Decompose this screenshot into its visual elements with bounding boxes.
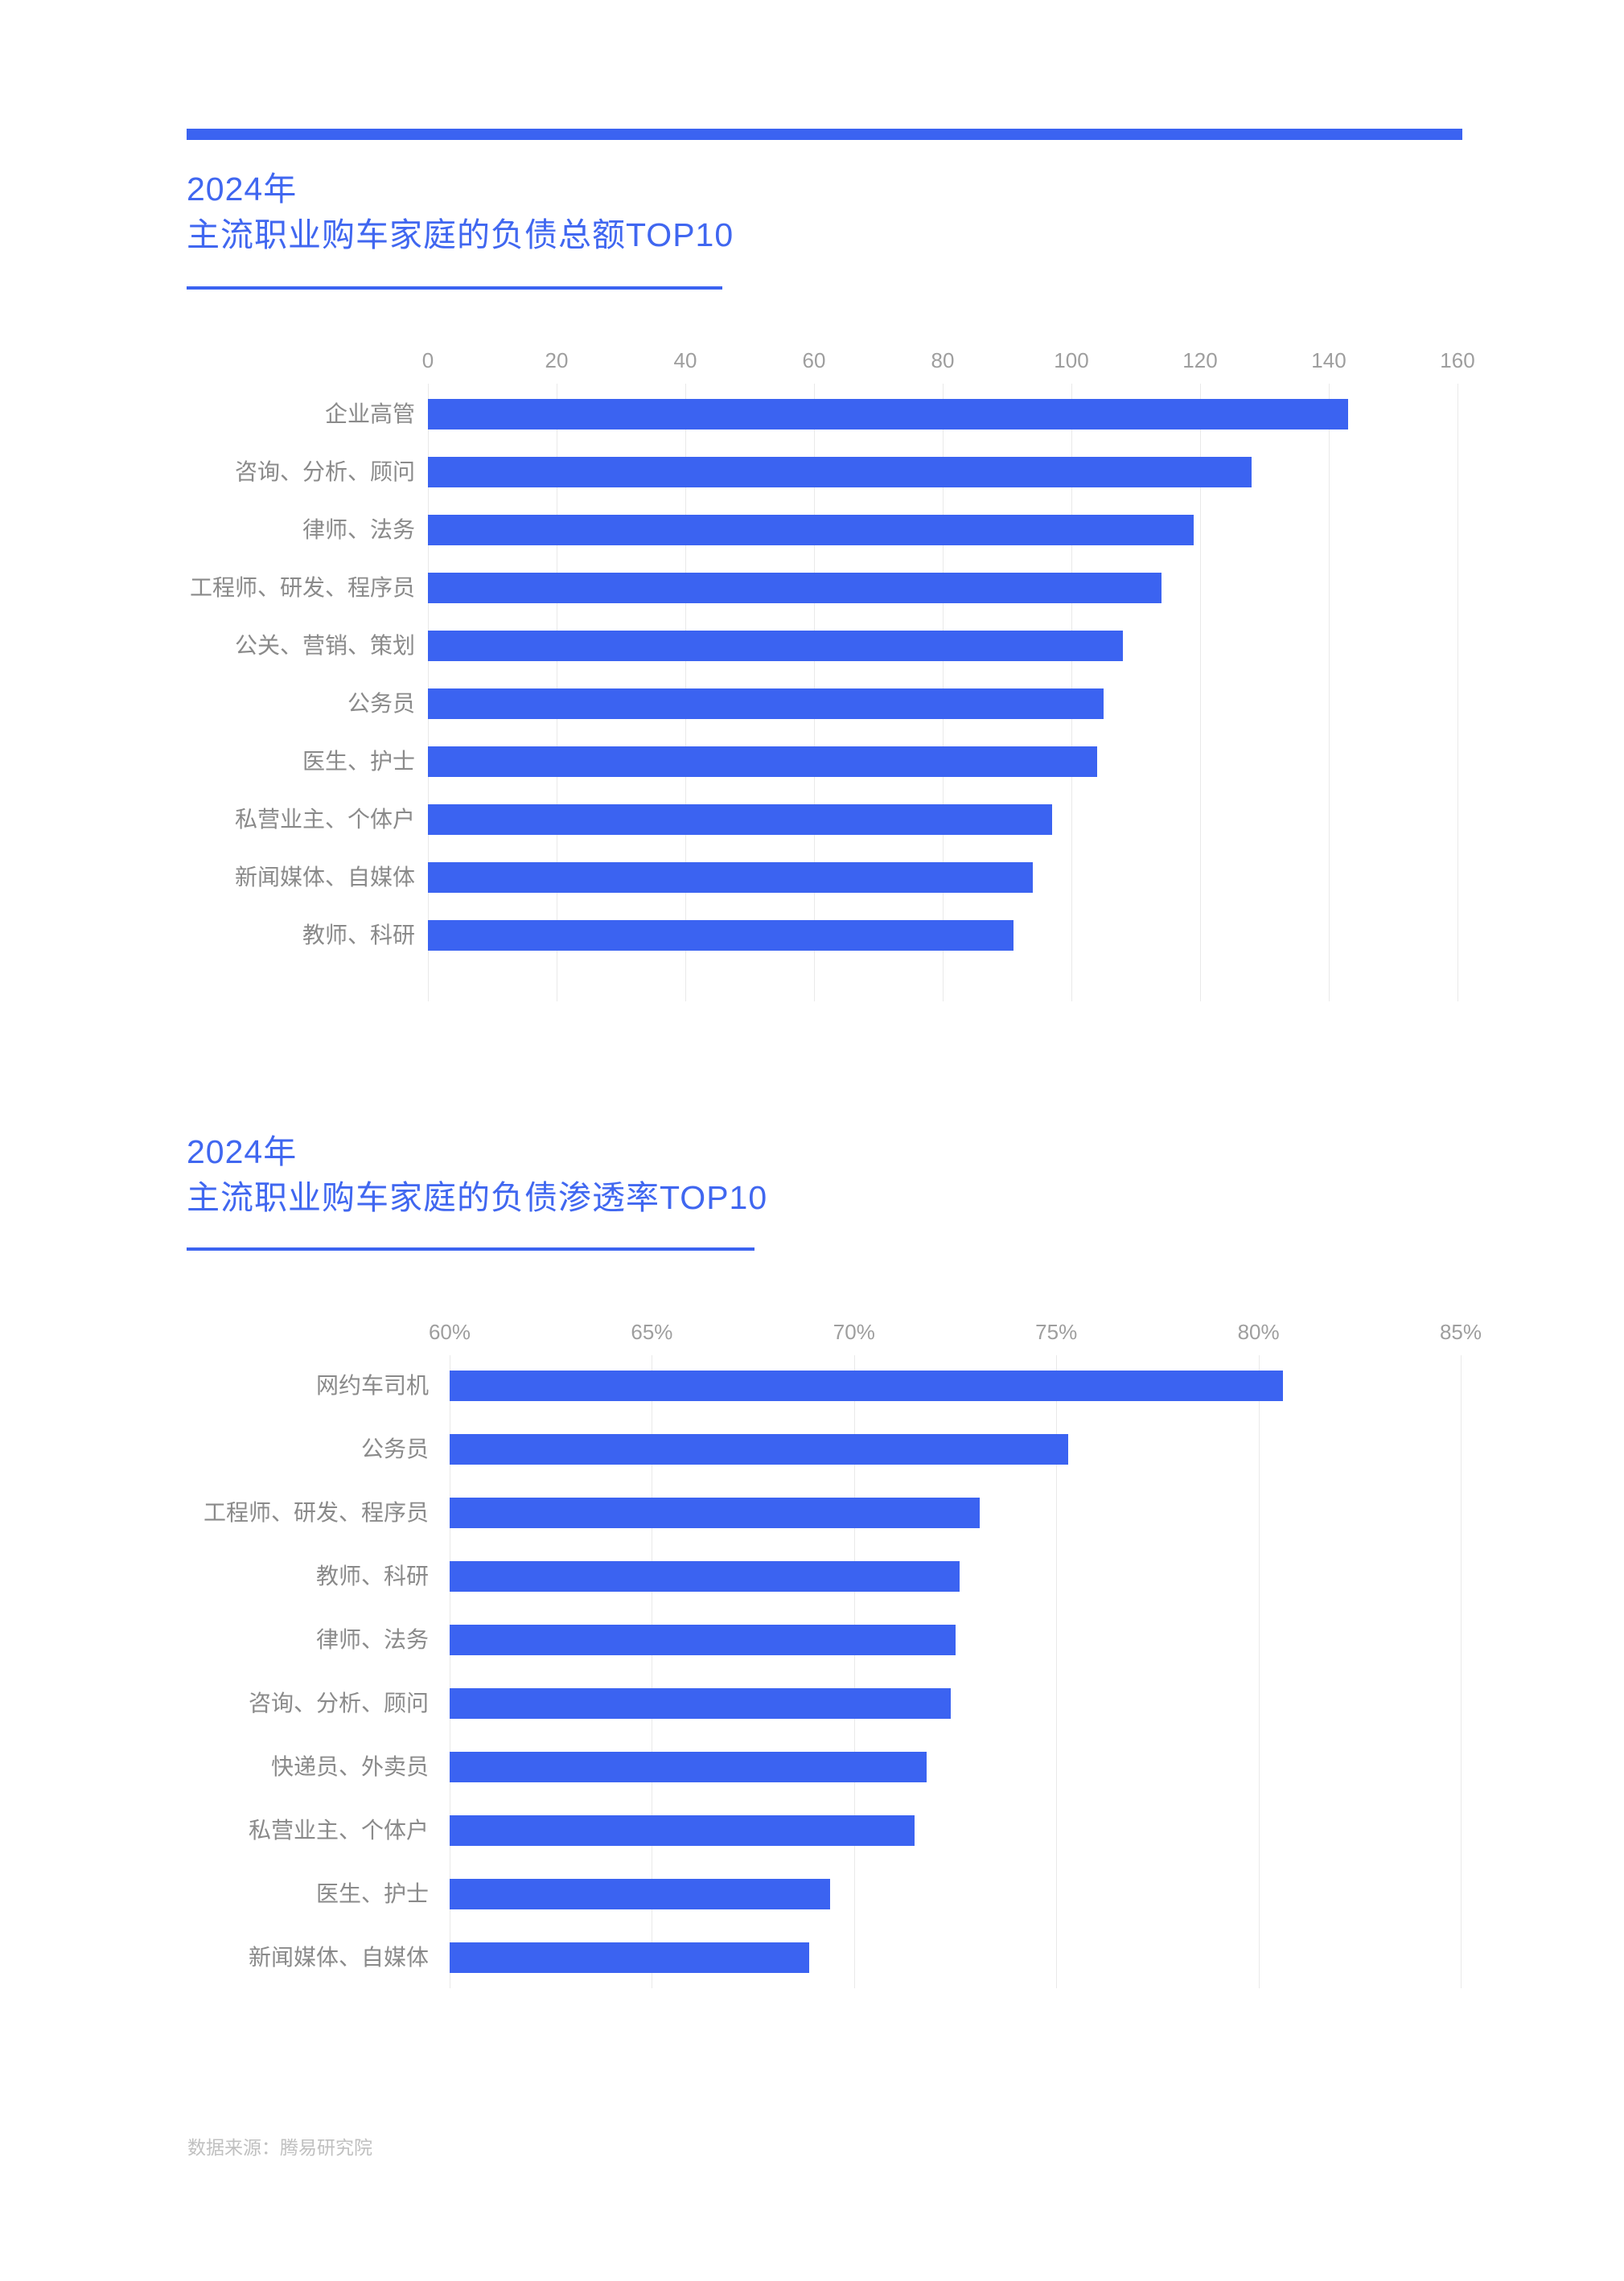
grid-line: [853, 1355, 855, 1988]
category-label: 快递员、外卖员: [270, 1754, 429, 1779]
chart1-title-underline: [187, 286, 722, 290]
axis-tick-label: 70%: [833, 1320, 875, 1344]
axis-tick-label: 20: [545, 348, 569, 372]
axis-tick-label: 140: [1311, 348, 1346, 372]
category-label: 新闻媒体、自媒体: [234, 865, 415, 890]
bar: [428, 515, 1194, 545]
axis-tick-label: 80: [931, 348, 955, 372]
bar: [428, 920, 1013, 951]
grid-line: [685, 384, 686, 1001]
grid-line: [1056, 1355, 1058, 1988]
bar: [450, 1371, 1283, 1401]
category-label: 工程师、研发、程序员: [189, 575, 415, 600]
top-accent-rule: [187, 129, 1462, 140]
axis-tick-label: 120: [1182, 348, 1218, 372]
axis-tick-label: 80%: [1237, 1320, 1280, 1344]
category-label: 律师、法务: [315, 1627, 429, 1652]
category-label: 医生、护士: [315, 1881, 429, 1906]
category-label: 医生、护士: [302, 749, 415, 774]
chart2-title-line2: 主流职业购车家庭的负债渗透率TOP10: [187, 1179, 768, 1216]
bar: [428, 573, 1161, 603]
bar: [428, 457, 1252, 487]
axis-tick-label: 60%: [428, 1320, 471, 1344]
bar: [450, 1498, 980, 1528]
category-label: 咨询、分析、顾问: [248, 1691, 429, 1716]
category-label: 咨询、分析、顾问: [234, 459, 415, 484]
grid-line: [1457, 384, 1458, 1001]
bar: [428, 804, 1052, 835]
data-source-note: 数据来源：腾易研究院: [187, 2137, 372, 2158]
category-label: 律师、法务: [302, 517, 415, 542]
category-label: 工程师、研发、程序员: [203, 1500, 429, 1525]
axis-tick-label: 85%: [1439, 1320, 1482, 1344]
axis-tick-label: 60: [802, 348, 826, 372]
bar: [450, 1879, 830, 1909]
axis-tick-label: 0: [421, 348, 434, 372]
category-label: 新闻媒体、自媒体: [248, 1945, 429, 1970]
category-label: 网约车司机: [315, 1373, 429, 1398]
category-label: 公务员: [347, 691, 415, 716]
category-label: 公务员: [360, 1436, 429, 1461]
bar: [428, 688, 1104, 719]
grid-line: [1329, 384, 1330, 1001]
category-label: 企业高管: [324, 401, 415, 426]
category-label: 教师、科研: [302, 923, 415, 947]
bar: [450, 1625, 956, 1655]
grid-line: [1258, 1355, 1260, 1988]
grid-line: [943, 384, 944, 1001]
axis-tick-label: 160: [1440, 348, 1475, 372]
axis-tick-label: 40: [673, 348, 697, 372]
grid-line: [428, 384, 429, 1001]
bar: [428, 746, 1097, 777]
bar: [428, 399, 1348, 429]
grid-line: [814, 384, 815, 1001]
chart2-title: 2024年 主流职业购车家庭的负债渗透率TOP10: [187, 1129, 1313, 1221]
bar: [428, 862, 1033, 893]
grid-line: [1071, 384, 1072, 1001]
chart2-title-line1: 2024年: [187, 1133, 298, 1170]
axis-tick-label: 65%: [631, 1320, 673, 1344]
category-label: 教师、科研: [315, 1564, 429, 1588]
chart2-title-underline: [187, 1247, 754, 1251]
axis-tick-label: 100: [1054, 348, 1089, 372]
category-label: 私营业主、个体户: [234, 807, 415, 832]
bar: [450, 1815, 915, 1846]
bar: [428, 631, 1123, 661]
category-label: 私营业主、个体户: [248, 1818, 429, 1843]
grid-line: [1200, 384, 1201, 1001]
bar: [450, 1752, 927, 1782]
bar: [450, 1561, 960, 1592]
axis-tick-label: 75%: [1035, 1320, 1078, 1344]
bar: [450, 1434, 1069, 1465]
chart1-title: 2024年 主流职业购车家庭的负债总额TOP10: [187, 166, 1313, 258]
chart1-title-line2: 主流职业购车家庭的负债总额TOP10: [187, 216, 734, 253]
category-label: 公关、营销、策划: [234, 633, 415, 658]
grid-line: [1461, 1355, 1462, 1988]
chart1-title-line1: 2024年: [187, 171, 298, 208]
bar: [450, 1942, 810, 1973]
bar: [450, 1688, 952, 1719]
